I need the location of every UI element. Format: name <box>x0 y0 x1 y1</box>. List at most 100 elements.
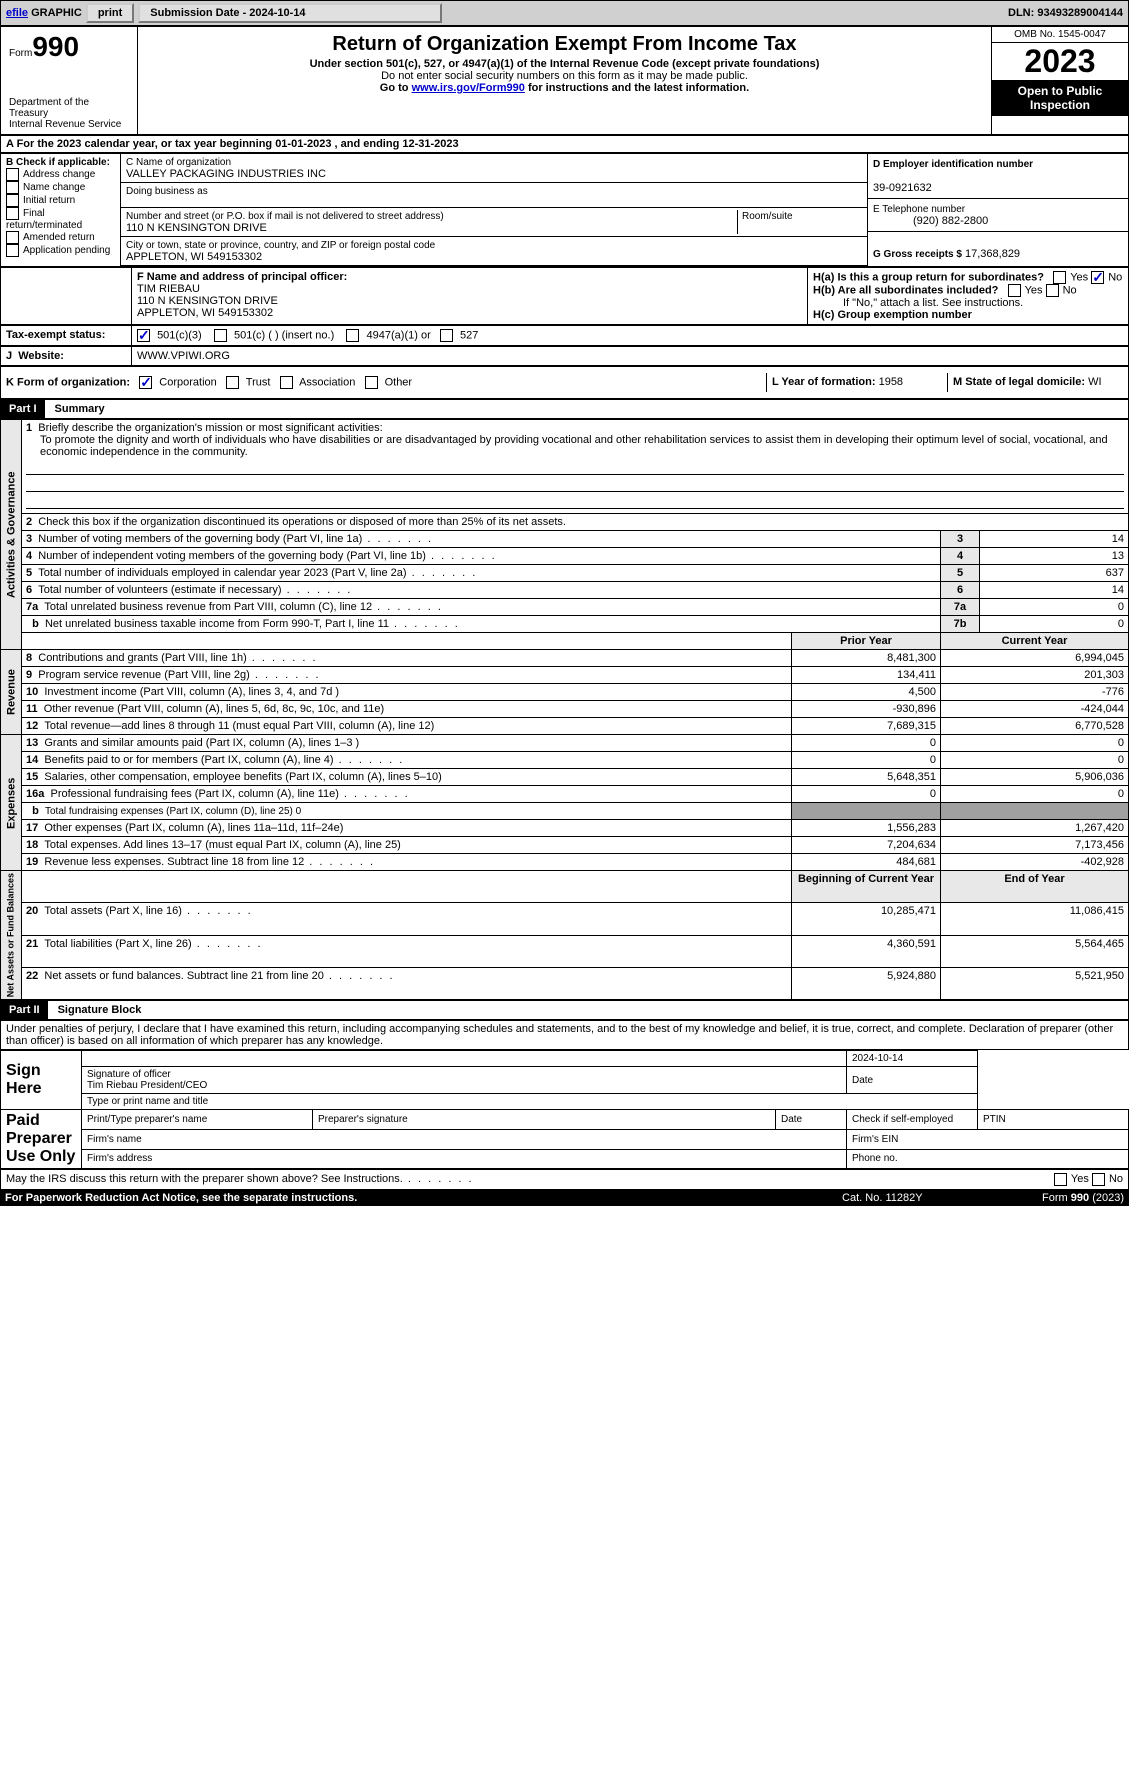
name-label: C Name of organization <box>126 157 231 168</box>
n22-t: Net assets or fund balances. Subtract li… <box>44 970 394 982</box>
street-label: Number and street (or P.O. box if mail i… <box>126 211 444 222</box>
print-button[interactable]: print <box>86 3 134 23</box>
n21-n: 21 <box>26 938 38 950</box>
inspect-1: Open to Public <box>1018 84 1103 98</box>
cb-4947[interactable] <box>346 329 359 342</box>
sig-officer-lbl: Signature of officer <box>87 1069 171 1080</box>
cb-trust[interactable] <box>226 376 239 389</box>
col-d: D Employer identification number39-09216… <box>868 154 1128 266</box>
checkbox-address[interactable] <box>6 168 19 181</box>
subtitle-1: Under section 501(c), 527, or 4947(a)(1)… <box>142 58 987 70</box>
ln3-t: Number of voting members of the governin… <box>38 533 433 545</box>
efile-link[interactable]: efile <box>6 7 28 19</box>
e16a-c: 0 <box>941 786 1129 803</box>
org-name: VALLEY PACKAGING INDUSTRIES INC <box>126 168 326 180</box>
sign-date: 2024-10-14 <box>852 1053 903 1064</box>
checkbox-pending[interactable] <box>6 244 19 257</box>
n21-c: 5,564,465 <box>941 935 1129 967</box>
hb-yes[interactable] <box>1008 284 1021 297</box>
hb-no[interactable] <box>1046 284 1059 297</box>
firm-addr-lbl: Firm's address <box>87 1153 152 1164</box>
website: WWW.VPIWI.ORG <box>137 350 230 362</box>
e19-n: 19 <box>26 856 38 868</box>
discuss-q: May the IRS discuss this return with the… <box>6 1173 1054 1186</box>
row-m-label: M State of legal domicile: <box>953 376 1085 388</box>
n20-c: 11,086,415 <box>941 903 1129 935</box>
ln4-t: Number of independent voting members of … <box>38 550 496 562</box>
part1-header: Part I <box>1 400 45 418</box>
no-lbl2: No <box>1063 284 1077 296</box>
e18-n: 18 <box>26 839 38 851</box>
firm-ein-lbl: Firm's EIN <box>852 1134 898 1145</box>
r12-p: 7,689,315 <box>792 718 941 735</box>
r10-t: Investment income (Part VIII, column (A)… <box>44 686 339 698</box>
checkbox-final[interactable] <box>6 207 19 220</box>
prep-name-lbl: Print/Type preparer's name <box>87 1114 207 1125</box>
cb-other[interactable] <box>365 376 378 389</box>
no-lbl: No <box>1108 271 1122 283</box>
e13-p: 0 <box>792 735 941 752</box>
row-l-label: L Year of formation: <box>772 376 876 388</box>
officer-sig-name: Tim Riebau President/CEO <box>87 1080 207 1091</box>
cb-corp[interactable] <box>139 376 152 389</box>
cb-assoc[interactable] <box>280 376 293 389</box>
r10-n: 10 <box>26 686 38 698</box>
ln7a-n: 7a <box>26 601 38 613</box>
e16b-n: b <box>32 805 39 817</box>
irs-link[interactable]: www.irs.gov/Form990 <box>412 82 525 94</box>
n21-t: Total liabilities (Part X, line 26) <box>44 938 262 950</box>
discuss-no[interactable] <box>1092 1173 1105 1186</box>
ha-yes[interactable] <box>1053 271 1066 284</box>
opt-initial: Initial return <box>23 195 75 206</box>
summary-table: Activities & Governance 1 Briefly descri… <box>0 419 1129 1000</box>
row-i-label: Tax-exempt status: <box>6 329 105 341</box>
r11-n: 11 <box>26 703 38 715</box>
prep-sig-lbl: Preparer's signature <box>318 1114 408 1125</box>
q2-text: Check this box if the organization disco… <box>38 516 566 528</box>
yes-lbl: Yes <box>1070 271 1088 283</box>
ln7a-c: 7a <box>941 599 980 616</box>
section-net: Net Assets or Fund Balances <box>1 871 22 1000</box>
o-4947: 4947(a)(1) or <box>367 329 431 341</box>
r10-c: -776 <box>941 684 1129 701</box>
n20-t: Total assets (Part X, line 16) <box>44 905 252 917</box>
goto-label: Go to <box>380 82 412 94</box>
ein-label: D Employer identification number <box>873 159 1033 170</box>
ln3-n: 3 <box>26 533 32 545</box>
cb-527[interactable] <box>440 329 453 342</box>
o-501c: 501(c) ( ) (insert no.) <box>234 329 334 341</box>
pra-notice: For Paperwork Reduction Act Notice, see … <box>5 1192 842 1204</box>
e14-p: 0 <box>792 752 941 769</box>
checkbox-initial[interactable] <box>6 194 19 207</box>
officer-addr1: 110 N KENSINGTON DRIVE <box>137 295 278 307</box>
city: APPLETON, WI 549153302 <box>126 251 262 263</box>
part2-title: Signature Block <box>48 1004 142 1016</box>
e15-t: Salaries, other compensation, employee b… <box>44 771 441 783</box>
checkbox-name[interactable] <box>6 181 19 194</box>
o-assoc: Association <box>299 376 355 388</box>
hb-label: H(b) Are all subordinates included? <box>813 284 998 296</box>
top-bar: efile GRAPHIC print Submission Date - 20… <box>0 0 1129 26</box>
gross-label: G Gross receipts $ <box>873 249 962 260</box>
cb-501c[interactable] <box>214 329 227 342</box>
o-other: Other <box>385 376 413 388</box>
dln-label: DLN: <box>1008 7 1034 19</box>
r12-t: Total revenue—add lines 8 through 11 (mu… <box>44 720 434 732</box>
hdr-prior: Prior Year <box>792 633 941 650</box>
line-a: A For the 2023 calendar year, or tax yea… <box>0 135 1129 153</box>
discuss-yes[interactable] <box>1054 1173 1067 1186</box>
r11-t: Other revenue (Part VIII, column (A), li… <box>44 703 384 715</box>
form-header: Form990 Department of the Treasury Inter… <box>0 26 1129 135</box>
n21-p: 4,360,591 <box>792 935 941 967</box>
cb-501c3[interactable] <box>137 329 150 342</box>
e17-p: 1,556,283 <box>792 820 941 837</box>
ha-no[interactable] <box>1091 271 1104 284</box>
e15-p: 5,648,351 <box>792 769 941 786</box>
e16a-t: Professional fundraising fees (Part IX, … <box>50 788 409 800</box>
r8-t: Contributions and grants (Part VIII, lin… <box>38 652 317 664</box>
gross-receipts: 17,368,829 <box>965 248 1020 260</box>
sign-table: Sign Here 2024-10-14 Signature of office… <box>0 1050 1129 1169</box>
checkbox-amended[interactable] <box>6 231 19 244</box>
ln5-v: 637 <box>980 565 1129 582</box>
r9-n: 9 <box>26 669 32 681</box>
